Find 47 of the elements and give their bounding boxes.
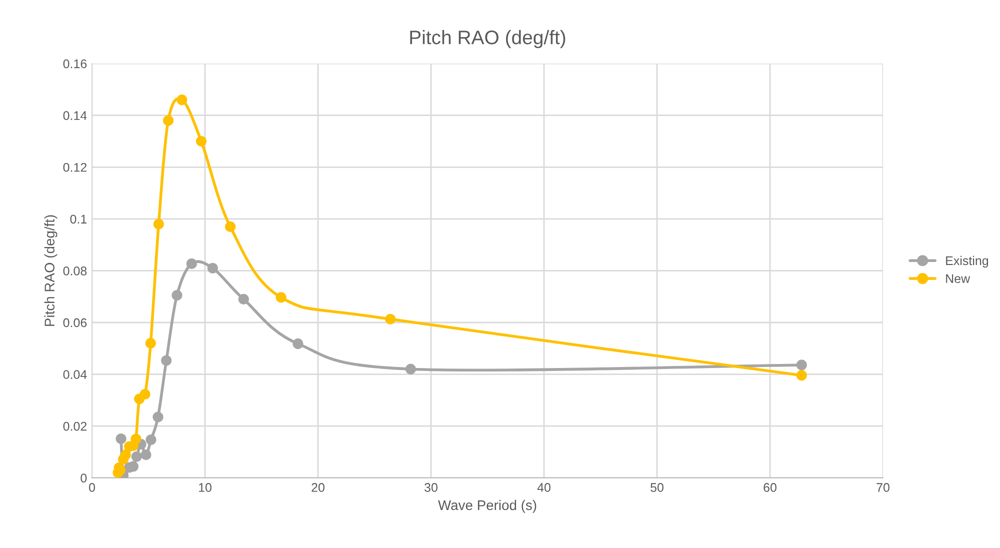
point [146,434,156,446]
point [405,364,416,374]
point [140,450,152,460]
point [196,136,207,147]
point [153,218,164,230]
x-tick-label: 10 [199,483,212,492]
x-tick-label: 40 [537,483,550,492]
point [161,355,172,366]
point [140,388,150,400]
point [120,450,131,460]
y-tick-label: 0.1 [70,214,87,224]
y-tick-label: 0 [80,474,87,483]
point [385,314,396,324]
point [186,258,197,270]
point [176,94,188,106]
y-tick-label: 0.04 [63,370,87,379]
x-tick-label: 70 [876,483,890,492]
x-tick-label: 0 [89,483,95,492]
point [276,292,286,303]
point [225,221,236,232]
point [162,115,174,126]
x-tick-label: 60 [764,483,776,492]
point [172,290,182,301]
point [207,262,218,274]
point [796,360,807,370]
point [796,370,807,381]
point [145,338,156,349]
x-tick-label: 30 [424,483,438,492]
x-tick-label: 20 [312,483,324,492]
y-tick-label: 0.08 [63,266,87,276]
y-axis-title: Pitch RAO (deg/ft) [44,215,58,326]
y-tick-label: 0.16 [63,59,87,68]
legend-label: Existing [946,256,988,268]
point [238,294,249,304]
x-axis-title: Wave Period (s) [438,500,536,513]
point [130,434,142,444]
point [116,433,126,444]
point [131,451,142,462]
x-tick-label: 50 [650,483,664,492]
legend-label: New [946,274,970,284]
y-tick-label: 0.12 [63,162,87,172]
point [292,338,304,350]
y-tick-label: 0.14 [63,111,87,120]
y-tick-label: 0.06 [63,318,87,328]
y-tick-label: 0.02 [63,422,87,431]
chart-title: Pitch RAO (deg/ft) [410,30,566,48]
point [152,412,164,422]
